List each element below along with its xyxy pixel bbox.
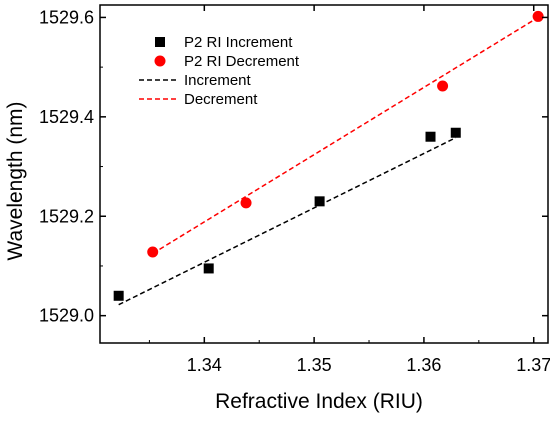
legend-label: P2 RI Increment (184, 34, 293, 51)
increment-data-point (314, 196, 325, 207)
decrement-data-point (240, 197, 252, 209)
legend-label: P2 RI Decrement (184, 53, 300, 70)
y-axis-title: Wavelength (nm) (4, 101, 27, 260)
increment-data-point (113, 290, 124, 301)
fit-line-decrement (152, 16, 539, 255)
legend-circle-marker (154, 55, 166, 67)
y-tick-label: 1529.2 (39, 206, 94, 226)
increment-data-point (450, 127, 461, 138)
legend-label: Increment (184, 72, 252, 89)
decrement-data-point (147, 246, 159, 258)
plot-border (99, 4, 549, 344)
increment-data-point (203, 263, 214, 274)
x-tick-label: 1.36 (406, 355, 441, 375)
x-tick-label: 1.34 (187, 355, 222, 375)
x-tick-label: 1.35 (297, 355, 332, 375)
x-tick-label: 1.37 (516, 355, 550, 375)
y-axis-ticks: 1529.0 1529.2 1529.4 1529.6 (39, 7, 548, 326)
plot-frame (99, 4, 549, 344)
y-tick-label: 1529.4 (39, 107, 94, 127)
x-axis-title: Refractive Index (RIU) (215, 390, 423, 413)
fit-line-increment (118, 137, 457, 306)
legend-square-marker (155, 37, 165, 47)
fit-lines (118, 16, 539, 306)
legend-label: Decrement (184, 91, 258, 108)
decrement-data-point (532, 10, 544, 22)
y-tick-label: 1529.0 (39, 306, 94, 326)
y-tick-label: 1529.6 (39, 7, 94, 27)
data-markers (113, 10, 544, 301)
decrement-data-point (437, 80, 449, 92)
x-axis-ticks: 1.34 1.35 1.36 1.37 (148, 5, 550, 375)
increment-data-point (425, 131, 436, 142)
legend: P2 RI Increment P2 RI Decrement Increment D… (139, 34, 300, 108)
